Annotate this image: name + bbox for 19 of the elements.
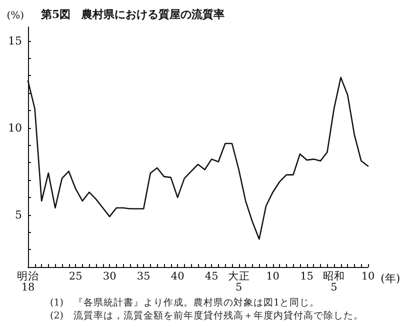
text: (2) 流質率は，流質金額を前年度貸付残高＋年度内貸付高で除した。	[50, 310, 364, 322]
x-tick-label: 大正 5	[228, 270, 250, 294]
x-tick-label: 30	[102, 270, 116, 282]
x-tick-label: 40	[170, 270, 184, 282]
y-tick-label: 10	[8, 121, 22, 134]
x-tick-label: 25	[68, 270, 82, 282]
x-tick-label: 10	[361, 270, 375, 282]
x-axis-title: (年)	[380, 272, 400, 285]
y-tick-label: 5	[15, 208, 22, 222]
x-tick-label: 45	[204, 270, 218, 282]
x-tick-label: 15	[300, 270, 314, 282]
y-axis-title: (%)	[6, 10, 24, 22]
x-tick-label: 35	[136, 270, 150, 282]
x-tick-label: 昭和 5	[323, 270, 345, 294]
text: (1) 『各県統計書』より作成。農村県の対象は図1と同じ。	[50, 296, 320, 308]
chart-title: 第5図 農村県における質屋の流質率	[40, 8, 225, 21]
x-tick-label: 明治 18	[17, 270, 39, 294]
y-tick-label: 15	[8, 34, 22, 48]
x-tick-label: 10	[266, 270, 280, 282]
